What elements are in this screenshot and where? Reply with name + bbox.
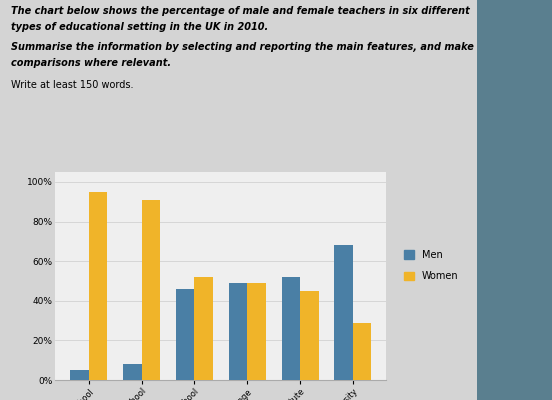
Text: The chart below shows the percentage of male and female teachers in six differen: The chart below shows the percentage of … — [11, 6, 470, 16]
Bar — [70, 370, 89, 380]
Bar — [300, 291, 319, 380]
Text: Write at least 150 words.: Write at least 150 words. — [11, 80, 134, 90]
Legend: Men, Women: Men, Women — [401, 247, 461, 284]
Bar — [123, 364, 141, 380]
Bar — [194, 277, 213, 380]
Bar — [335, 245, 353, 380]
Bar — [176, 289, 194, 380]
Bar — [141, 200, 160, 380]
Text: Summarise the information by selecting and reporting the main features, and make: Summarise the information by selecting a… — [11, 42, 474, 52]
Bar — [353, 322, 371, 380]
Text: types of educational setting in the UK in 2010.: types of educational setting in the UK i… — [11, 22, 268, 32]
Bar — [247, 283, 266, 380]
Bar — [282, 277, 300, 380]
Bar — [229, 283, 247, 380]
Text: comparisons where relevant.: comparisons where relevant. — [11, 58, 171, 68]
Bar — [89, 192, 107, 380]
